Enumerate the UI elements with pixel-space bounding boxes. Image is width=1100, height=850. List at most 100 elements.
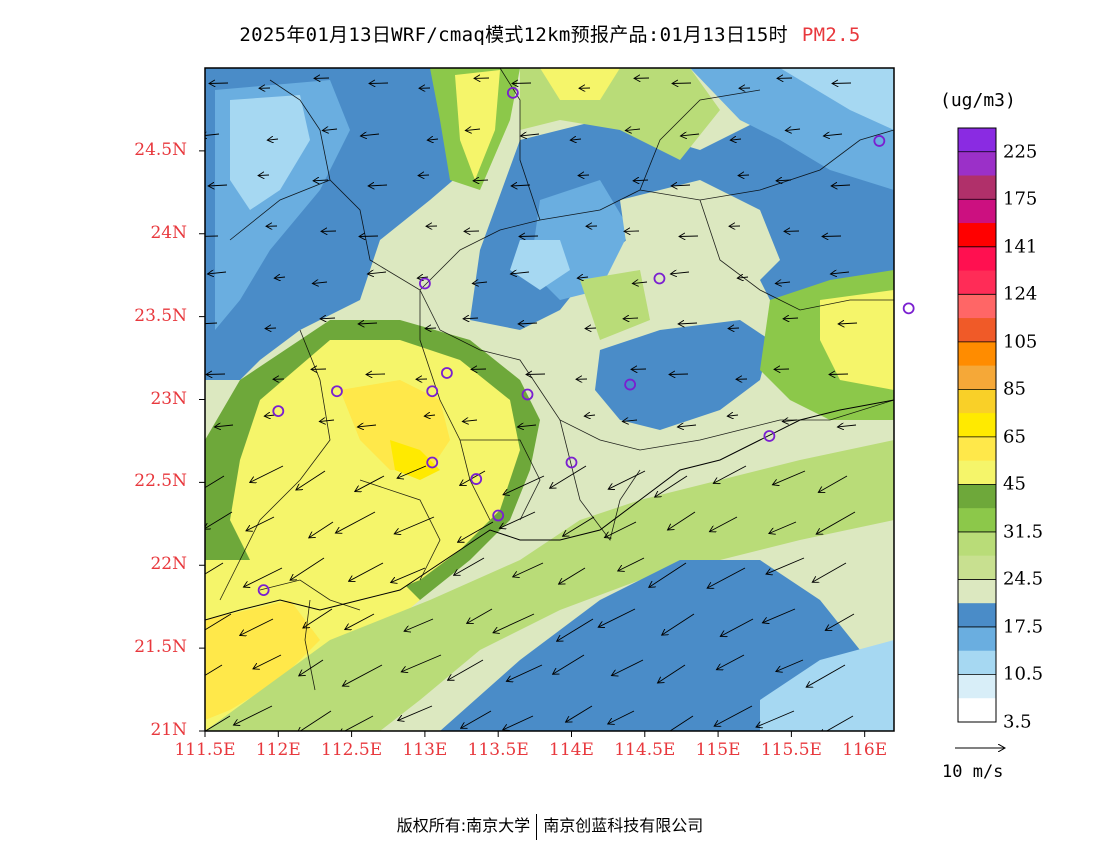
colorbar-label: 10.5 [1003,663,1044,685]
wind-arrow [503,475,545,495]
wind-arrow [473,180,489,181]
wind-arrow [342,664,383,686]
wind-arrow [776,180,792,181]
colorbar-segment [958,199,996,224]
wind-arrow [233,705,273,725]
wind-arrow [720,618,754,636]
wind-arrow [417,277,429,278]
station-marker [873,135,886,147]
wind-arrow [265,328,277,329]
wind-arrow [671,185,691,186]
colorbar-segment [958,318,996,343]
wind-arrow [253,654,282,669]
wind-arrow [264,415,276,416]
station-marker [331,385,343,398]
wind-arrow [806,664,846,687]
wind-arrow [322,129,338,131]
wind-arrow [578,175,590,176]
wind-arrow [458,521,494,542]
wind-arrow [391,567,426,583]
wind-arrow [258,175,270,176]
monitoring-stations [257,86,915,597]
wind-arrow [313,180,329,181]
wind-vectors [205,78,858,731]
wind-arrow [360,134,380,136]
wind-arrow [518,323,538,324]
colorbar-segment [958,413,996,438]
wind-arrow [503,715,534,730]
wind-arrow [472,282,488,284]
wind-arrow [345,613,375,630]
wind-arrow [401,654,442,672]
station-marker [272,405,285,418]
colorbar-segment [958,365,996,390]
station-marker [470,473,483,485]
wind-arrow [563,516,595,536]
wind-arrow [214,425,234,427]
colorbar-segment [958,531,996,557]
colorbar-label: 31.5 [1003,521,1044,543]
lon-tick-label: 113.5E [467,740,529,760]
wind-arrow [730,139,742,140]
colorbar-label: 65 [1003,426,1026,448]
wind-arrow [454,557,485,575]
wind-arrow [267,139,279,140]
lon-tick-label: 114.5E [614,740,676,760]
lon-tick-label: 116E [842,740,888,760]
wind-arrow [335,511,376,533]
lat-tick-label: 22N [150,554,187,575]
wind-arrow [618,557,645,571]
colorbar-label: 3.5 [1003,711,1032,733]
wind-arrow [677,425,697,427]
lat-tick-label: 24.5N [134,139,187,160]
footer-right: 南京创蓝科技有限公司 [543,816,704,835]
colorbar-segment [958,389,996,414]
wind-arrow [205,562,224,575]
wind-arrow [598,608,636,627]
colorbar-segment [958,270,996,295]
wind-arrow [819,715,854,731]
wind-arrow [818,475,848,492]
colorbar-label: 24.5 [1003,568,1044,590]
colorbar-label: 17.5 [1003,616,1044,638]
concentration-field [205,68,894,731]
wind-arrow [205,613,232,634]
wind-arrow [243,567,283,587]
copyright-footer: 版权所有:南京大学 南京创蓝科技有限公司 [0,812,1100,840]
colorbar-segment [958,460,996,485]
wind-arrow [662,613,695,635]
wind-arrow [299,659,324,676]
colorbar-label: 105 [1003,331,1038,353]
wind-arrow [517,425,537,427]
lon-tick-label: 112E [255,740,301,760]
colorbar-segment [958,128,996,153]
station-marker [624,378,637,391]
wind-arrow [205,715,231,731]
station-marker [763,430,776,442]
wind-arrow [309,521,334,538]
wind-arrow [394,516,435,534]
wind-arrow [570,139,582,140]
wind-arrow [633,180,649,181]
wind-arrow [667,511,696,530]
wind-arrow [296,470,326,490]
wind-arrow [462,420,478,422]
lon-tick-label: 111.5E [174,740,236,760]
wind-arrow [511,185,531,186]
station-marker [565,456,578,469]
wind-arrow [357,425,377,427]
wind-arrow [250,465,284,482]
wind-arrow [838,323,858,324]
wind-arrow [463,318,479,319]
wind-arrow [205,475,225,489]
wind-arrow [756,710,795,727]
wind-arrow [678,323,698,324]
wind-arrow [312,282,328,284]
lat-tick-label: 23N [150,388,187,409]
wind-arrow [604,521,637,538]
colorbar-segment [958,603,996,628]
colorbar-segment [958,341,996,367]
station-marker [418,277,431,290]
colorbar-label: 141 [1003,236,1038,258]
wind-arrow [303,608,333,628]
